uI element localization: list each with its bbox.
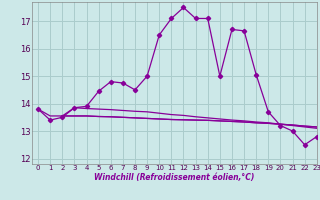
X-axis label: Windchill (Refroidissement éolien,°C): Windchill (Refroidissement éolien,°C) (94, 173, 255, 182)
